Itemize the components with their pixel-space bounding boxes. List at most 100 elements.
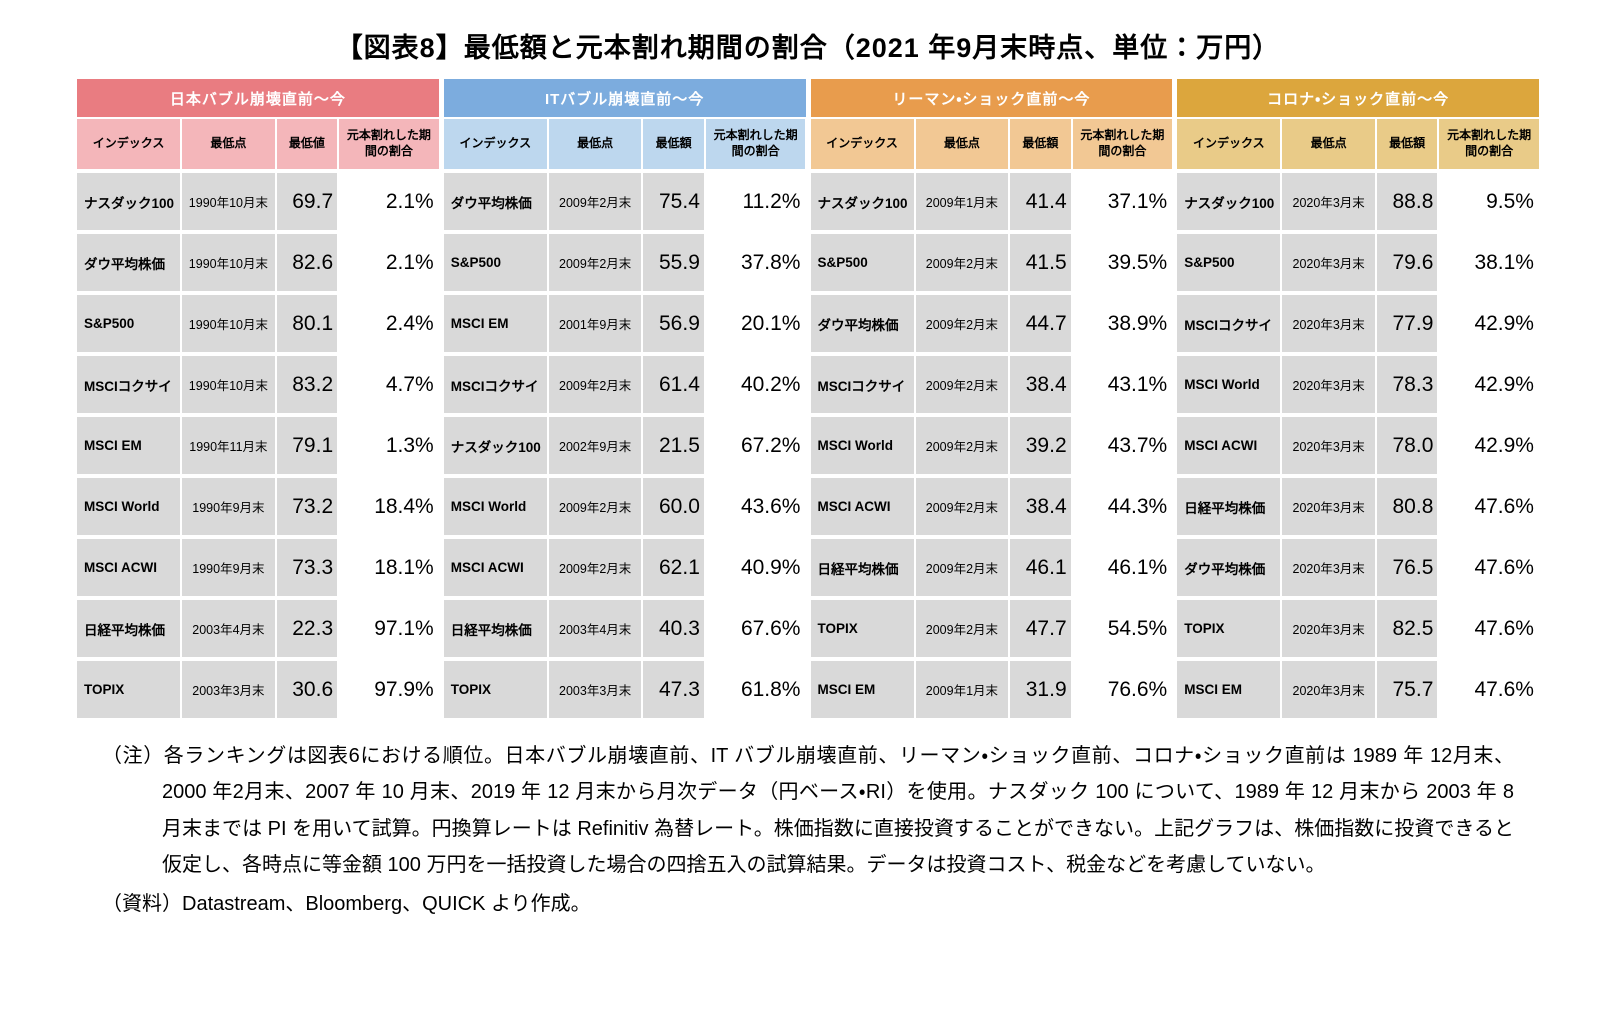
index-name-cell: TOPIX bbox=[443, 661, 547, 718]
low-date-cell: 1990年9月末 bbox=[182, 539, 275, 596]
table-row: ダウ平均株価 2020年3月末 76.5 47.6% bbox=[1177, 539, 1539, 596]
loss-period-cell: 20.1% bbox=[705, 295, 806, 352]
group-body: ナスダック100 2020年3月末 88.8 9.5% S&P500 2020年3月末 79… bbox=[1177, 169, 1539, 718]
low-date-cell: 2020年3月末 bbox=[1282, 173, 1375, 230]
low-value-cell: 82.6 bbox=[276, 234, 338, 291]
low-value-cell: 73.2 bbox=[276, 478, 338, 535]
loss-period-cell: 47.6% bbox=[1439, 661, 1539, 718]
index-name-cell: ナスダック100 bbox=[1177, 173, 1281, 230]
index-name-cell: MSCI ACWI bbox=[443, 539, 547, 596]
loss-period-cell: 76.6% bbox=[1072, 661, 1173, 718]
low-date-cell: 2020年3月末 bbox=[1282, 600, 1375, 657]
table-row: S&P500 2009年2月末 41.5 39.5% bbox=[810, 234, 1173, 291]
table-row: 日経平均株価 2020年3月末 80.8 47.6% bbox=[1177, 478, 1539, 535]
low-value-cell: 56.9 bbox=[643, 295, 704, 352]
index-name-cell: MSCI ACWI bbox=[1177, 417, 1281, 474]
loss-period-cell: 67.6% bbox=[705, 600, 806, 657]
group-subheader: インデックス 最低点 最低額 元本割れした期間の割合 bbox=[1177, 119, 1539, 169]
index-name-cell: MSCI EM bbox=[1177, 661, 1281, 718]
loss-period-cell: 9.5% bbox=[1439, 173, 1539, 230]
low-value-cell: 22.3 bbox=[276, 600, 338, 657]
index-name-cell: S&P500 bbox=[810, 234, 914, 291]
column-header: 元本割れした期間の割合 bbox=[705, 119, 806, 169]
index-name-cell: 日経平均株価 bbox=[1177, 478, 1281, 535]
low-date-cell: 2020年3月末 bbox=[1282, 356, 1375, 413]
low-value-cell: 78.3 bbox=[1376, 356, 1438, 413]
low-date-cell: 1990年10月末 bbox=[182, 356, 275, 413]
low-value-cell: 55.9 bbox=[643, 234, 704, 291]
table-row: ダウ平均株価 1990年10月末 82.6 2.1% bbox=[77, 234, 439, 291]
period-group: 日本バブル崩壊直前～今 インデックス 最低点 最低値 元本割れした期間の割合 ナスダッ… bbox=[77, 79, 439, 718]
index-name-cell: S&P500 bbox=[1177, 234, 1281, 291]
low-date-cell: 2020年3月末 bbox=[1282, 295, 1375, 352]
table-row: MSCIコクサイ 2009年2月末 61.4 40.2% bbox=[443, 356, 806, 413]
loss-period-cell: 44.3% bbox=[1072, 478, 1173, 535]
loss-period-cell: 47.6% bbox=[1439, 539, 1539, 596]
low-value-cell: 82.5 bbox=[1376, 600, 1438, 657]
low-value-cell: 80.1 bbox=[276, 295, 338, 352]
low-date-cell: 2009年2月末 bbox=[915, 417, 1009, 474]
low-value-cell: 83.2 bbox=[276, 356, 338, 413]
low-date-cell: 2009年2月末 bbox=[548, 234, 642, 291]
loss-period-cell: 42.9% bbox=[1439, 356, 1539, 413]
table-row: TOPIX 2009年2月末 47.7 54.5% bbox=[810, 600, 1173, 657]
loss-period-cell: 39.5% bbox=[1072, 234, 1173, 291]
loss-period-cell: 2.4% bbox=[339, 295, 439, 352]
table-row: TOPIX 2020年3月末 82.5 47.6% bbox=[1177, 600, 1539, 657]
low-date-cell: 1990年9月末 bbox=[182, 478, 275, 535]
column-header: 元本割れした期間の割合 bbox=[1072, 119, 1173, 169]
table-row: 日経平均株価 2003年4月末 40.3 67.6% bbox=[443, 600, 806, 657]
loss-period-cell: 38.1% bbox=[1439, 234, 1539, 291]
table-row: TOPIX 2003年3月末 30.6 97.9% bbox=[77, 661, 439, 718]
column-header: インデックス bbox=[810, 119, 914, 169]
loss-period-cell: 43.1% bbox=[1072, 356, 1173, 413]
column-header: 元本割れした期間の割合 bbox=[339, 119, 439, 169]
low-value-cell: 38.4 bbox=[1010, 356, 1071, 413]
table-row: MSCIコクサイ 2020年3月末 77.9 42.9% bbox=[1177, 295, 1539, 352]
loss-period-cell: 1.3% bbox=[339, 417, 439, 474]
loss-period-cell: 37.1% bbox=[1072, 173, 1173, 230]
table-row: ナスダック100 2002年9月末 21.5 67.2% bbox=[443, 417, 806, 474]
index-name-cell: ナスダック100 bbox=[443, 417, 547, 474]
table-row: TOPIX 2003年3月末 47.3 61.8% bbox=[443, 661, 806, 718]
index-name-cell: ナスダック100 bbox=[77, 173, 181, 230]
table-row: S&P500 1990年10月末 80.1 2.4% bbox=[77, 295, 439, 352]
low-date-cell: 2009年2月末 bbox=[548, 173, 642, 230]
column-header: 最低額 bbox=[1010, 119, 1071, 169]
column-header: 最低点 bbox=[915, 119, 1009, 169]
group-header: 日本バブル崩壊直前～今 bbox=[77, 79, 439, 117]
index-name-cell: MSCIコクサイ bbox=[443, 356, 547, 413]
low-value-cell: 46.1 bbox=[1010, 539, 1071, 596]
table-row: 日経平均株価 2003年4月末 22.3 97.1% bbox=[77, 600, 439, 657]
low-value-cell: 21.5 bbox=[643, 417, 704, 474]
group-header: コロナ・ショック直前～今 bbox=[1177, 79, 1539, 117]
notes-section: （注）各ランキングは図表6における順位。日本バブル崩壊直前、IT バブル崩壊直前… bbox=[102, 738, 1514, 922]
index-name-cell: MSCIコクサイ bbox=[810, 356, 914, 413]
column-header: 最低点 bbox=[1282, 119, 1375, 169]
low-value-cell: 76.5 bbox=[1376, 539, 1438, 596]
table-row: MSCI World 2009年2月末 39.2 43.7% bbox=[810, 417, 1173, 474]
index-name-cell: MSCI World bbox=[77, 478, 181, 535]
low-date-cell: 2003年4月末 bbox=[548, 600, 642, 657]
low-date-cell: 2009年2月末 bbox=[548, 539, 642, 596]
table-row: MSCI EM 2001年9月末 56.9 20.1% bbox=[443, 295, 806, 352]
index-name-cell: TOPIX bbox=[1177, 600, 1281, 657]
index-name-cell: TOPIX bbox=[77, 661, 181, 718]
loss-period-cell: 38.9% bbox=[1072, 295, 1173, 352]
table-row: ナスダック100 2020年3月末 88.8 9.5% bbox=[1177, 173, 1539, 230]
index-name-cell: 日経平均株価 bbox=[77, 600, 181, 657]
loss-period-cell: 18.4% bbox=[339, 478, 439, 535]
index-name-cell: MSCI ACWI bbox=[77, 539, 181, 596]
loss-period-cell: 47.6% bbox=[1439, 600, 1539, 657]
table-row: S&P500 2009年2月末 55.9 37.8% bbox=[443, 234, 806, 291]
low-date-cell: 2020年3月末 bbox=[1282, 478, 1375, 535]
column-header: 最低点 bbox=[182, 119, 275, 169]
table-row: ナスダック100 2009年1月末 41.4 37.1% bbox=[810, 173, 1173, 230]
group-subheader: インデックス 最低点 最低額 元本割れした期間の割合 bbox=[810, 119, 1173, 169]
low-date-cell: 2020年3月末 bbox=[1282, 234, 1375, 291]
source-text: （資料）Datastream、Bloomberg、QUICK より作成。 bbox=[102, 892, 591, 915]
table-row: MSCI ACWI 2009年2月末 62.1 40.9% bbox=[443, 539, 806, 596]
loss-period-cell: 43.7% bbox=[1072, 417, 1173, 474]
low-value-cell: 41.5 bbox=[1010, 234, 1071, 291]
table-row: MSCI ACWI 2009年2月末 38.4 44.3% bbox=[810, 478, 1173, 535]
